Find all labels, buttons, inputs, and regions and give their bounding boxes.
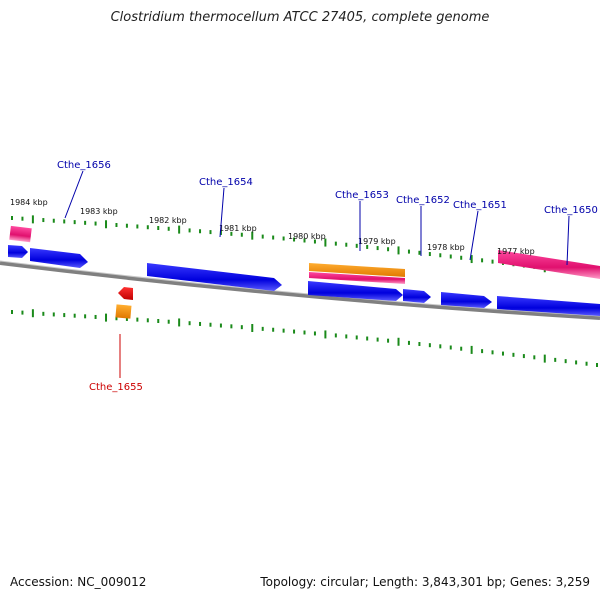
genome-summary: Topology: circular; Length: 3,843,301 bp… (260, 575, 590, 589)
gene-leader-line (566, 215, 570, 266)
tick-label: 1980 kbp (288, 232, 326, 241)
pink-feature[interactable] (309, 272, 405, 284)
accession-label: Accession: (10, 575, 74, 589)
orange-feature-reverse[interactable] (115, 304, 132, 319)
gene-label[interactable]: Cthe_1651 (453, 200, 507, 211)
tick-label: 1978 kbp (427, 243, 465, 252)
gene-arrow[interactable] (403, 289, 431, 303)
pink-feature[interactable] (9, 225, 32, 243)
gene-leader-line (469, 210, 479, 261)
gene-leader-line (219, 187, 225, 238)
length-label: Length: (372, 575, 419, 589)
tick-label: 1981 kbp (219, 224, 257, 233)
gene-arrow[interactable] (308, 281, 403, 301)
pink-feature[interactable] (498, 250, 600, 279)
accession-info: Accession: NC_009012 (10, 575, 146, 589)
topology-label: Topology: (260, 575, 317, 589)
tick-label: 1982 kbp (149, 216, 187, 225)
gene-label[interactable]: Cthe_1656 (57, 160, 111, 171)
gene-leader-line (64, 170, 84, 219)
tick-label: 1977 kbp (497, 247, 535, 256)
topology-value: circular (320, 575, 365, 589)
gene-arrow[interactable] (497, 296, 600, 316)
tick-label: 1984 kbp (10, 198, 48, 207)
tick-label: 1983 kbp (80, 207, 118, 216)
length-value: 3,843,301 bp (421, 575, 502, 589)
genome-backbone (0, 261, 600, 320)
genome-backbone-highlight (0, 260, 600, 317)
map-title: Clostridium thermocellum ATCC 27405, com… (110, 10, 490, 25)
feature-track (9, 225, 600, 284)
orange-feature[interactable] (309, 263, 405, 277)
inner-tick-rail (11, 309, 598, 367)
reverse-gene-track (115, 287, 133, 319)
tick-labels: 1984 kbp 1983 kbp 1982 kbp 1981 kbp 1980 kbp… (10, 198, 535, 256)
accession-value: NC_009012 (77, 575, 147, 589)
genes-label: Genes: (509, 575, 552, 589)
gene-arrow-reverse[interactable] (118, 287, 133, 300)
gene-label[interactable]: Cthe_1654 (199, 177, 253, 188)
tick-label: 1979 kbp (358, 237, 396, 246)
gene-label[interactable]: Cthe_1653 (335, 190, 389, 201)
gene-arrow[interactable] (8, 245, 28, 258)
gene-label[interactable]: Cthe_1655 (89, 382, 143, 393)
gene-label[interactable]: Cthe_1652 (396, 195, 450, 206)
gene-labels: Cthe_1656 Cthe_1655 Cthe_1654 Cthe_1653 Cthe… (57, 160, 598, 393)
gene-arrow[interactable] (441, 292, 492, 308)
gene-label[interactable]: Cthe_1650 (544, 205, 598, 216)
genes-value: 3,259 (555, 575, 590, 589)
gene-arrow[interactable] (147, 263, 282, 291)
forward-gene-track (8, 245, 600, 316)
gene-arrow[interactable] (30, 248, 88, 268)
